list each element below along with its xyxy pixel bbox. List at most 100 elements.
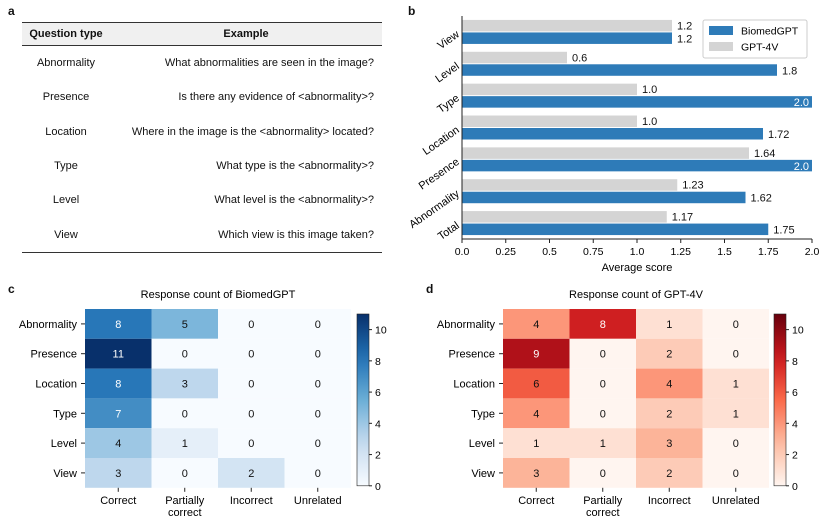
row-label: View <box>53 468 77 480</box>
cell-value: 0 <box>733 468 739 480</box>
cell-value: 0 <box>182 408 188 420</box>
panel-label-a: a <box>8 4 15 18</box>
heatmap-cell <box>85 398 152 429</box>
bar-gpt4v <box>462 179 678 191</box>
bar-label-gpt4v: 1.23 <box>682 180 703 192</box>
row-label: Type <box>53 408 77 420</box>
colorbar-tick-label: 0 <box>792 481 798 493</box>
colorbar-tick-label: 0 <box>375 481 381 493</box>
colorbar <box>773 313 787 487</box>
heatmap-cell <box>636 398 703 429</box>
cell-value: 2 <box>666 349 672 361</box>
cell-value: 0 <box>315 319 321 331</box>
cell-value: 8 <box>115 379 121 391</box>
table-header: Question type Example <box>22 22 382 46</box>
heatmap-cell <box>569 309 636 339</box>
column-label: correct <box>168 507 202 519</box>
cell-value: 0 <box>600 468 606 480</box>
cell-value: 1 <box>533 438 539 450</box>
cell-value: 0 <box>315 438 321 450</box>
colorbar-tick-label: 6 <box>792 387 798 399</box>
row-example: Is there any evidence of <abnormality>? <box>178 91 374 104</box>
row-label: Location <box>453 379 495 391</box>
panel-label-c: c <box>8 282 15 296</box>
heatmap-cell <box>702 368 769 399</box>
heatmap-title: Response count of BiomedGPT <box>141 289 296 301</box>
heatmap-cell <box>503 458 570 488</box>
cell-value: 1 <box>733 408 739 420</box>
bar-label-gpt4v: 1.0 <box>642 116 657 128</box>
heatmap-cell <box>218 368 285 399</box>
column-label: Unrelated <box>294 495 342 507</box>
cell-value: 0 <box>600 379 606 391</box>
cell-value: 3 <box>533 468 539 480</box>
average-score-bar-chart: 1.21.2 View 0.6 1.8 Level 1.0 2.0 Type 1.0 1.72 Lo… <box>407 16 819 274</box>
cell-value: 0 <box>733 349 739 361</box>
heatmap-cell <box>503 398 570 429</box>
table-row: Level What level is the <abnormality>? <box>22 183 382 217</box>
row-label: View <box>471 468 495 480</box>
cell-value: 4 <box>115 438 121 450</box>
cell-value: 1 <box>733 379 739 391</box>
bar-label-biomedgpt: 1.72 <box>768 129 789 141</box>
row-label: Presence <box>449 349 495 361</box>
column-label: Unrelated <box>712 495 760 507</box>
heatmap-cell <box>85 338 152 369</box>
question-type-table: Question type Example Abnormality What a… <box>22 22 382 253</box>
bar-label-biomedgpt: 1.8 <box>782 65 797 77</box>
row-label: Presence <box>31 349 77 361</box>
row-type: Level <box>52 194 80 207</box>
bar-biomedgpt <box>462 64 777 76</box>
heatmap-cell <box>218 309 285 339</box>
heatmap-cell <box>218 428 285 458</box>
category-label: Total <box>436 220 462 243</box>
heatmap-cell <box>85 368 152 399</box>
colorbar-tick-label: 2 <box>375 450 381 462</box>
heatmap-cell <box>284 338 351 369</box>
heatmap-cell <box>284 428 351 458</box>
x-tick-label: 1.75 <box>758 246 779 258</box>
heatmap-cell <box>151 458 218 488</box>
cell-value: 1 <box>666 319 672 331</box>
gpt4v-heatmap: Response count of GPT-4V4 8 1 09 0 2 06 0 4 14 0 2 1… <box>437 289 804 519</box>
heatmap-cell <box>85 428 152 458</box>
table-row: Presence Is there any evidence of <abnor… <box>22 80 382 114</box>
heatmap-cell <box>284 309 351 339</box>
x-tick-label: 0.5 <box>542 246 557 258</box>
bar-label-biomedgpt: 2.0 <box>794 161 809 173</box>
bar-gpt4v <box>462 83 637 96</box>
heatmap-cell <box>151 309 218 339</box>
heatmap-cell <box>636 338 703 369</box>
cell-value: 0 <box>315 408 321 420</box>
cell-value: 0 <box>248 408 254 420</box>
panel-label-d: d <box>426 282 434 296</box>
header-question-type: Question type <box>29 28 103 40</box>
cell-value: 2 <box>666 408 672 420</box>
cell-value: 0 <box>600 408 606 420</box>
cell-value: 0 <box>248 349 254 361</box>
heatmap-cell <box>284 398 351 429</box>
colorbar-tick-label: 8 <box>792 356 798 368</box>
heatmap-cell <box>569 338 636 369</box>
row-label: Abnormality <box>19 319 78 331</box>
category-label: Type <box>435 92 461 116</box>
heatmap-cell <box>503 428 570 458</box>
legend-label: GPT-4V <box>741 42 778 54</box>
cell-value: 0 <box>315 379 321 391</box>
heatmap-cell <box>284 368 351 399</box>
category-label: Level <box>433 60 461 85</box>
heatmap-cell <box>702 398 769 429</box>
bar-label-biomedgpt: 1.2 <box>677 33 692 45</box>
table-row: Abnormality What abnormalities are seen … <box>22 46 382 80</box>
heatmap-cell <box>636 368 703 399</box>
heatmap-cell <box>151 338 218 369</box>
cell-value: 3 <box>115 468 121 480</box>
bar-gpt4v <box>462 51 567 64</box>
heatmap-cell <box>702 309 769 339</box>
cell-value: 0 <box>733 438 739 450</box>
bar-gpt4v <box>462 147 749 159</box>
bar-label-gpt4v: 0.6 <box>572 52 587 64</box>
legend-swatch <box>709 26 733 35</box>
category-label: View <box>435 29 461 52</box>
heatmap-cell <box>503 309 570 339</box>
